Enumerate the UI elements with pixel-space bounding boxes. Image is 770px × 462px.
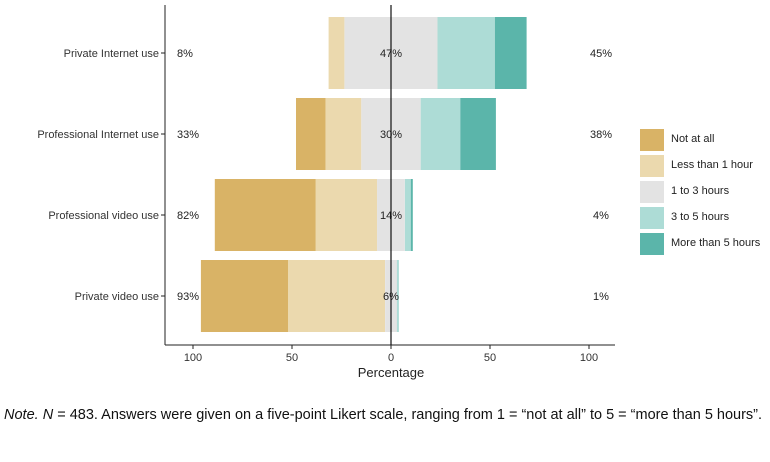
legend-swatch-4 xyxy=(640,207,664,229)
left-percent-label-4: 93% xyxy=(177,291,199,303)
category-label-4: Private video use xyxy=(75,291,159,303)
x-tick-label-5: 100 xyxy=(580,352,598,364)
bar-segment-4-1 xyxy=(200,260,288,332)
legend-swatch-1 xyxy=(640,129,664,151)
category-label-3: Professional video use xyxy=(48,210,159,222)
x-tick-label-1: 100 xyxy=(184,352,202,364)
note-n-symbol: N xyxy=(42,407,54,423)
figure-note: Note. N = 483. Answers were given on a f… xyxy=(4,402,766,429)
bar-segment-4-2 xyxy=(288,260,385,332)
legend-label-5: More than 5 hours xyxy=(671,237,761,249)
bar-segment-1-4 xyxy=(437,17,495,89)
bar-segment-3-1 xyxy=(214,179,316,251)
note-prefix: Note. xyxy=(4,407,39,423)
legend-label-1: Not at all xyxy=(671,133,715,145)
right-percent-label-4: 1% xyxy=(593,291,609,303)
legend-swatch-3 xyxy=(640,181,664,203)
bar-segment-1-5 xyxy=(494,17,527,89)
right-percent-label-2: 38% xyxy=(590,129,612,141)
legend-label-4: 3 to 5 hours xyxy=(671,211,730,223)
legend-swatch-2 xyxy=(640,155,664,177)
category-label-1: Private Internet use xyxy=(64,48,159,60)
bar-segment-3-5 xyxy=(410,179,413,251)
bar-segment-2-2 xyxy=(325,98,362,170)
note-text: = 483. Answers were given on a five-poin… xyxy=(53,407,763,423)
left-percent-label-2: 33% xyxy=(177,129,199,141)
x-tick-label-4: 50 xyxy=(484,352,496,364)
likert-chart: Private Internet use 8% 47% 45%Professional… xyxy=(37,5,615,380)
left-percent-label-3: 82% xyxy=(177,210,199,222)
bar-segment-4-4 xyxy=(396,260,399,332)
right-percent-label-1: 45% xyxy=(590,48,612,60)
bar-segment-2-4 xyxy=(420,98,461,170)
bar-segment-1-2 xyxy=(328,17,345,89)
right-percent-label-3: 4% xyxy=(593,210,609,222)
x-tick-label-2: 50 xyxy=(286,352,298,364)
bar-segment-3-4 xyxy=(404,179,411,251)
legend-label-2: Less than 1 hour xyxy=(671,159,753,171)
legend-swatch-5 xyxy=(640,233,664,255)
bar-segment-2-5 xyxy=(460,98,496,170)
left-percent-label-1: 8% xyxy=(177,48,193,60)
bar-segment-2-1 xyxy=(296,98,326,170)
x-tick-label-3: 0 xyxy=(388,352,394,364)
category-label-2: Professional Internet use xyxy=(37,129,159,141)
legend-label-3: 1 to 3 hours xyxy=(671,185,730,197)
x-axis-title: Percentage xyxy=(358,365,425,380)
bar-segment-3-2 xyxy=(315,179,378,251)
